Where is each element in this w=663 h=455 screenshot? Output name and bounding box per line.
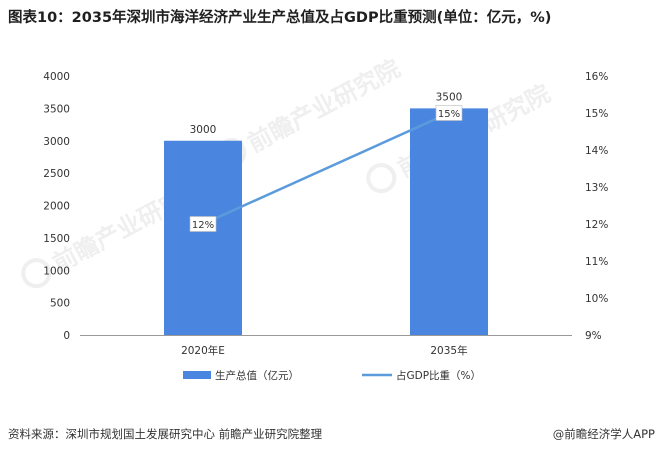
chart-title: 图表10：2035年深圳市海洋经济产业生产总值及占GDP比重预测(单位：亿元，%… [8,10,552,26]
y-left-tick-label: 2000 [43,201,70,213]
line-value-label: 15% [438,109,460,120]
bar-value-label: 3500 [436,91,463,103]
y-left-tick-label: 3500 [43,103,70,115]
line-label-box [435,105,463,121]
legend-line-label: 占GDP比重（%） [396,369,481,382]
line-value-label: 12% [192,220,214,231]
line-path [202,111,450,226]
watermark-logo-icon [366,163,397,194]
legend: 生产总值（亿元） 占GDP比重（%） [183,369,481,382]
source-note: 资料来源：深圳市规划国土发展研究中心 前瞻产业研究院整理 [8,427,323,441]
y-right-tick-label: 9% [585,330,602,342]
legend-bar-label: 生产总值（亿元） [215,369,299,382]
watermark-logo-icon [21,258,52,289]
watermark-text: 前瞻产业研究院 [243,54,404,158]
bar-series [164,108,488,335]
line-label-box [189,216,217,232]
y-right-tick-label: 10% [585,293,608,305]
x-tick-label: 2020年E [181,344,225,357]
y-left-tick-label: 500 [50,298,70,310]
y-left-tick-label: 1000 [43,265,70,277]
axes: 0 500 1000 1500 2000 2500 3000 3500 4000 9% 10% 11%… [43,71,608,357]
y-left-tick-label: 1500 [43,233,70,245]
watermark: 前瞻产业研究院 [216,54,405,169]
x-tick-label: 2035年 [430,344,467,357]
y-right-tick-label: 14% [585,145,608,157]
y-left-tick-label: 4000 [43,71,70,83]
y-left-tick-label: 3000 [43,136,70,148]
y-right-tick-label: 16% [585,71,608,83]
y-right-tick-label: 15% [585,108,608,120]
bar-value-label: 3000 [190,124,217,136]
data-labels: 3000 3500 12% 15% [189,91,463,232]
y-left-tick-label: 0 [63,330,70,342]
app-credit: @前瞻经济学人APP [552,427,655,441]
y-right-tick-label: 11% [585,256,608,268]
y-left-tick-label: 2500 [43,168,70,180]
y-right-tick-label: 13% [585,182,608,194]
legend-bar-swatch [183,371,211,379]
y-right-tick-label: 12% [585,219,608,231]
bar [164,140,242,335]
bar [410,108,488,335]
